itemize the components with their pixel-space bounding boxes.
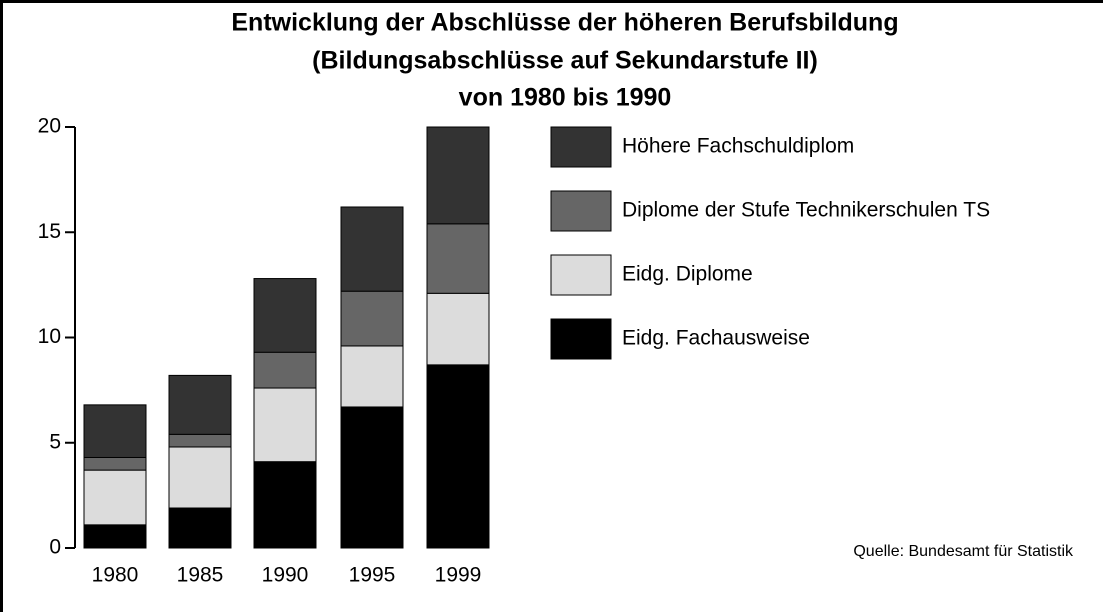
bar-segment [83,404,147,458]
y-tick-label: 0 [49,536,61,559]
legend-label: Eidg. Fachausweise [622,327,810,350]
legend-swatch [550,126,612,168]
legend-swatch [550,190,612,232]
bar-segment [168,374,232,435]
y-tick-label: 5 [49,430,61,453]
legend-swatch [550,254,612,296]
chart-title: Entwicklung der Abschlüsse der höheren B… [231,9,898,37]
bar-segment [253,387,317,463]
x-tick-label: 1985 [177,564,224,587]
chart-title: von 1980 bis 1990 [459,84,672,112]
bar-segment [426,292,490,366]
x-tick-label: 1999 [435,564,482,587]
legend-swatch [550,318,612,360]
bar-segment [253,351,317,389]
bar-segment [426,223,490,294]
y-tick-label: 10 [38,325,61,348]
bar-segment [426,126,490,225]
bar-segment [168,446,232,509]
bar-segment [340,406,404,549]
bar-segment [340,206,404,292]
x-tick-label: 1980 [92,564,139,587]
y-tick-label: 15 [38,220,61,243]
bar-segment [83,524,147,549]
legend-label: Eidg. Diplome [622,263,753,286]
source-note: Quelle: Bundesamt für Statistik [853,543,1074,560]
bar-segment [168,507,232,549]
bar-segment [340,290,404,347]
bar-segment [253,461,317,549]
bar-segment [83,469,147,526]
bar-segment [253,278,317,353]
chart-title: (Bildungsabschlüsse auf Sekundarstufe II… [312,47,818,75]
bar-segment [168,433,232,448]
x-tick-label: 1990 [262,564,309,587]
legend-label: Höhere Fachschuldiplom [622,135,854,158]
x-tick-label: 1995 [349,564,396,587]
bar-segment [340,345,404,408]
bar-segment [426,364,490,549]
y-tick-label: 20 [38,115,61,138]
bar-segment [83,456,147,471]
legend-label: Diplome der Stufe Technikerschulen TS [622,199,990,222]
